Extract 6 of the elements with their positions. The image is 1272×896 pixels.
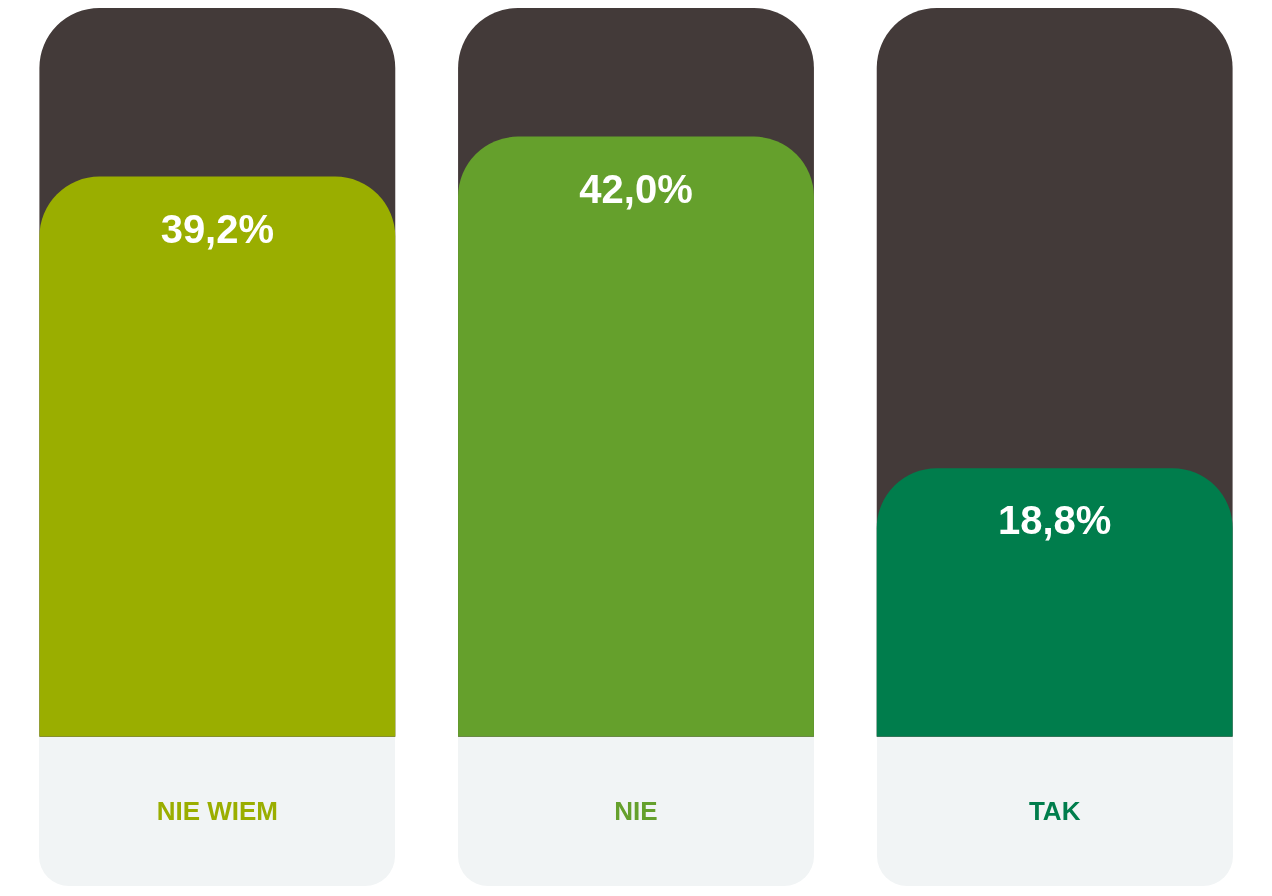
x-tick-label: NIE: [614, 795, 658, 826]
data-label: 42,0%: [579, 166, 693, 211]
x-tick-label: NIE WIEM: [156, 795, 279, 826]
x-tick-label: TAK: [1028, 795, 1081, 826]
data-label: 18,8%: [997, 498, 1112, 543]
data-label: 39,2%: [160, 206, 275, 251]
